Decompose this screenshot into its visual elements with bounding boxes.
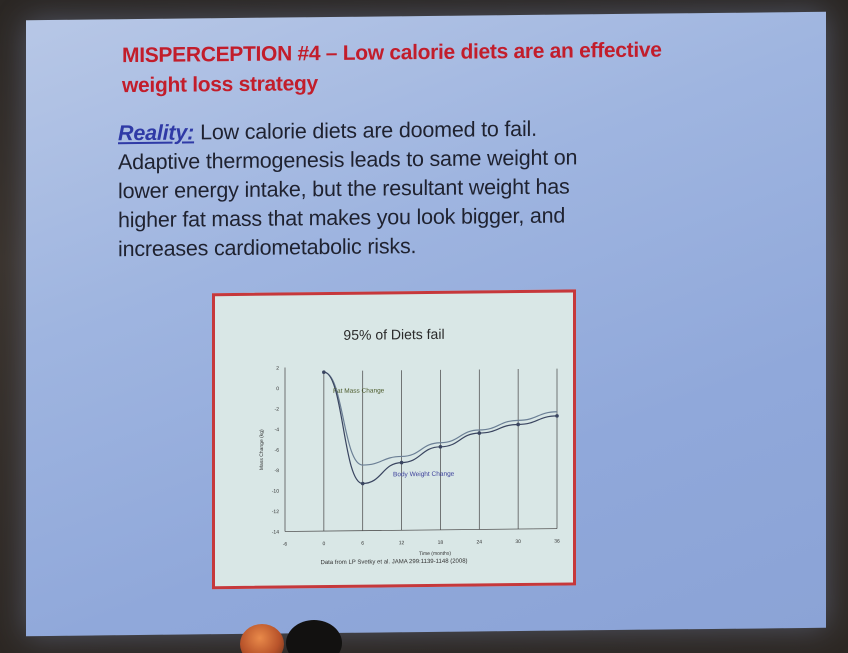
y-tick-label: -2	[275, 407, 280, 413]
slide-title-line-2: weight loss strategy	[122, 72, 318, 98]
x-axis-line	[285, 528, 557, 532]
x-tick-label: 12	[399, 540, 405, 546]
y-tick-label: -8	[275, 468, 280, 474]
x-tick-label: 0	[322, 541, 325, 547]
body-weight-data-point	[322, 370, 326, 374]
body-weight-data-point	[555, 414, 559, 418]
x-axis-label: Time (months)	[419, 551, 451, 557]
y-tick-label: 0	[276, 386, 279, 392]
audience-light-bulb	[240, 624, 284, 653]
chart-figure: 95% of Diets fail -6 0 6 12 18 24 30 36 2 0 -2 -4 -6…	[212, 289, 576, 590]
y-axis-label: Mass Change (kg)	[259, 429, 265, 470]
y-tick-label: -6	[275, 448, 280, 454]
projection-screen: MISPERCEPTION #4 – Low calorie diets are…	[26, 11, 826, 637]
chart-plot: -6 0 6 12 18 24 30 36 2 0 -2 -4 -6 -8 -10 -12 -14 Time (m…	[259, 366, 560, 558]
series-line-fat-mass	[323, 371, 558, 466]
body-weight-data-point	[360, 481, 365, 486]
body-weight-data-point	[438, 445, 443, 449]
body-line-5: increases cardiometabolic risks.	[118, 234, 417, 262]
y-tick-label: 2	[276, 366, 279, 372]
audience-head	[286, 620, 342, 653]
y-tick-label: -14	[272, 530, 279, 536]
x-tick-label: 36	[554, 539, 560, 545]
y-tick-label: -12	[272, 509, 279, 515]
body-weight-data-point	[399, 460, 404, 465]
x-tick-label: 6	[361, 541, 364, 547]
y-tick-label: -4	[275, 427, 280, 433]
slide-title: MISPERCEPTION #4 – Low calorie diets are…	[122, 34, 762, 101]
body-weight-data-point	[516, 422, 520, 427]
body-weight-series-label: Body Weight Change	[393, 471, 455, 479]
fat-mass-series-label: Fat Mass Change	[333, 387, 385, 395]
slide-body: Reality: Low calorie diets are doomed to …	[118, 113, 758, 265]
y-tick-label: -10	[272, 489, 279, 495]
body-line-1-text: Low calorie diets are doomed to fail.	[200, 116, 537, 145]
x-tick-label: 24	[477, 539, 483, 545]
x-tick-label: -6	[283, 541, 288, 547]
reality-label: Reality:	[118, 120, 195, 146]
x-tick-label: 30	[515, 539, 521, 545]
x-tick-label: 18	[438, 540, 444, 546]
body-weight-data-point	[477, 431, 482, 435]
